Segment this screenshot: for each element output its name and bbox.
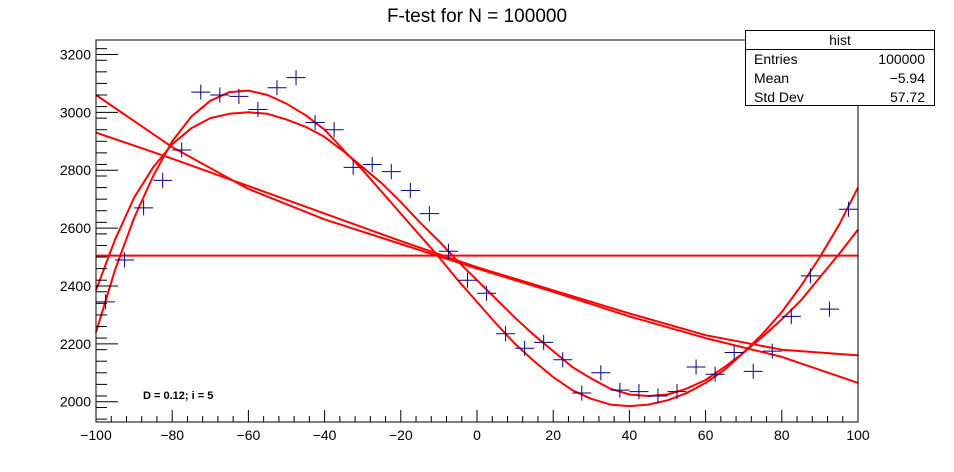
stats-label-mean: Mean (754, 70, 790, 86)
data-point (210, 87, 230, 103)
data-point (591, 365, 611, 381)
x-tick-label: −80 (160, 427, 184, 443)
stats-label-entries: Entries (754, 51, 798, 67)
data-points (96, 70, 858, 404)
data-point (781, 308, 801, 324)
data-point (667, 384, 687, 400)
data-point (724, 345, 744, 361)
data-point (343, 159, 363, 175)
x-tick-label: −40 (313, 427, 337, 443)
stats-label-stddev: Std Dev (754, 89, 804, 105)
x-tick-label: 0 (473, 427, 481, 443)
data-point (648, 388, 668, 404)
axes: −100 −80 −60 −40 −20 0 20 40 60 80 100 2000 2200 2400… (60, 46, 870, 443)
data-point (229, 88, 249, 104)
x-tick-label: 40 (622, 427, 638, 443)
data-point (515, 340, 535, 356)
data-point (286, 70, 306, 86)
data-point (96, 294, 116, 310)
data-point (134, 200, 154, 216)
stats-value-mean: −5.94 (889, 70, 925, 86)
data-point (572, 385, 592, 401)
annotation-text: D = 0.12; i = 5 (143, 390, 214, 402)
data-point (534, 334, 554, 350)
data-point (553, 352, 573, 368)
data-point (419, 206, 439, 222)
y-tick-label: 3000 (60, 104, 91, 120)
fit-curve (95, 131, 859, 357)
data-point (362, 156, 382, 172)
x-tick-label: 80 (774, 427, 790, 443)
data-point (381, 164, 401, 180)
data-point (324, 122, 344, 138)
fit-curve (95, 94, 859, 384)
data-point (838, 201, 858, 217)
data-point (115, 252, 135, 268)
data-point (457, 272, 477, 288)
x-tick-label: 20 (545, 427, 561, 443)
data-point (743, 363, 763, 379)
data-point (762, 343, 782, 359)
data-point (438, 243, 458, 259)
data-point (800, 268, 820, 284)
stats-box: hist Entries 100000 Mean −5.94 Std Dev 5… (745, 30, 935, 106)
stats-row-entries: Entries 100000 (746, 50, 934, 69)
data-point (610, 382, 630, 398)
y-tick-label: 3200 (60, 46, 91, 62)
data-point (400, 182, 420, 199)
stats-row-mean: Mean −5.94 (746, 69, 934, 88)
data-point (153, 172, 173, 188)
x-tick-label: −60 (237, 427, 261, 443)
chart-title: F-test for N = 100000 (386, 6, 568, 27)
data-point (819, 301, 839, 317)
y-tick-label: 2800 (60, 162, 91, 178)
x-tick-label: 100 (846, 427, 870, 443)
x-tick-label: 60 (698, 427, 714, 443)
data-point (267, 80, 287, 96)
plot-frame (95, 39, 859, 423)
stats-row-stddev: Std Dev 57.72 (746, 88, 934, 107)
data-point (477, 285, 497, 301)
stats-value-stddev: 57.72 (889, 89, 925, 105)
stats-value-entries: 100000 (878, 51, 925, 67)
y-tick-label: 2000 (60, 394, 91, 410)
data-point (305, 114, 325, 131)
x-tick-label: −100 (80, 427, 112, 443)
stats-title: hist (746, 31, 934, 50)
data-point (191, 84, 211, 100)
y-tick-label: 2200 (60, 336, 91, 352)
data-point (496, 326, 516, 342)
y-tick-label: 2600 (60, 220, 91, 236)
fit-curves (95, 89, 859, 408)
data-point (629, 384, 649, 400)
data-point (248, 101, 268, 117)
x-tick-label: −20 (389, 427, 413, 443)
data-point (172, 142, 192, 158)
data-point (686, 359, 706, 375)
fit-curve (95, 89, 859, 408)
data-point (705, 366, 725, 382)
y-tick-label: 2400 (60, 278, 91, 294)
